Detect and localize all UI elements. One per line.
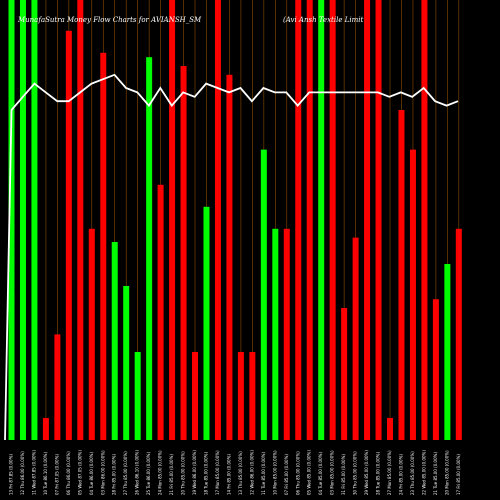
bar: [180, 66, 187, 440]
bar: [421, 0, 428, 440]
bar: [387, 418, 394, 440]
x-tick-label: 22 Wed 85.00 (0.00%): [421, 450, 426, 495]
x-tick-label: 26 Wed 86.10 (0.00%): [135, 450, 140, 495]
x-tick-label: 07 Fri 87.05 (0.00%): [54, 454, 59, 495]
x-tick-label: 24 Mon 85.00 (0.00%): [158, 450, 163, 495]
x-tick-label: 10 Tue 86.10 (0.00%): [43, 452, 48, 495]
x-tick-label: 04 Tue 85.00 (0.00%): [318, 452, 323, 495]
x-tick-label: 21 Fri 85.00 (0.00%): [169, 454, 174, 495]
bar: [444, 264, 451, 440]
bar: [203, 206, 210, 440]
x-tick-label: 28 Tue 85.00 (0.00%): [376, 452, 381, 495]
bar: [306, 0, 313, 440]
x-tick-label: 30 Thu 85.00 (0.00%): [353, 451, 358, 495]
bar: [329, 0, 336, 440]
line-series: [4, 73, 459, 441]
bar: [260, 149, 267, 440]
x-tick-label: 20 Mon 85.00 (0.00%): [444, 450, 449, 495]
chart-subtitle: (Avi Ansh Textile Limit: [283, 16, 363, 24]
bar: [226, 74, 233, 441]
chart-title: MunafaSutra Money Flow Charts for AVIANS…: [17, 16, 202, 24]
bar: [77, 0, 84, 440]
x-tick-label: 03 Mon 86.00 (0.00%): [100, 450, 105, 495]
bar: [249, 352, 256, 440]
bar: [214, 0, 221, 440]
x-tick-label: 07 Fri 85.00 (0.00%): [284, 454, 289, 495]
x-tick-label: 31 Fri 85.00 (0.00%): [341, 454, 346, 495]
x-tick-label: 21 Tue 85.00 (0.00%): [433, 452, 438, 495]
x-tick-label: 11 Wed 87.85 (0.00%): [31, 450, 36, 495]
x-tick-label: 10 Mon 85.00 (0.00%): [272, 450, 277, 495]
x-tick-label: 17 Fri 85.00 (0.00%): [456, 454, 461, 495]
bar: [375, 0, 382, 440]
bar: [318, 0, 325, 440]
x-tick-label: 25 Tue 86.00 (0.00%): [146, 452, 151, 495]
x-tick-label: 23 Thu 85.00 (0.00%): [410, 451, 415, 495]
x-tick-label: 04 Tue 86.00 (0.00%): [89, 452, 94, 495]
bar: [295, 0, 302, 440]
bar: [398, 110, 405, 440]
x-tick-label: 05 Wed 87.05 (0.00%): [77, 450, 82, 495]
bar: [192, 352, 199, 440]
x-tick-label: 28 Fri 85.00 (0.00%): [112, 454, 117, 495]
bar: [237, 352, 244, 440]
x-tick-label: 27 Mon 85.00 (0.00%): [387, 450, 392, 495]
bar: [432, 299, 439, 440]
bar: [134, 352, 141, 440]
x-tick-label: 19 Wed 86.00 (0.00%): [192, 450, 197, 495]
x-tick-label: 13 Thu 85.00 (0.00%): [238, 451, 243, 495]
x-tick-labels: 13 Fri 87.85 (0.00%) 12 Thu 86.00 (0.00%)…: [9, 450, 461, 495]
x-tick-label: 24 Fri 85.00 (0.00%): [398, 454, 403, 495]
bar: [146, 57, 153, 440]
bar: [409, 149, 416, 440]
x-tick-label: 14 Fri 85.00 (0.00%): [226, 454, 231, 495]
x-tick-label: 29 Wed 85.00 (0.00%): [364, 450, 369, 495]
x-tick-label: 12 Wed 86.00 (0.00%): [249, 450, 254, 495]
bar: [31, 0, 38, 440]
x-tick-label: 18 Tue 85.00 (0.00%): [203, 452, 208, 495]
bar: [157, 184, 164, 440]
x-tick-label: 20 Thu 85.00 (0.00%): [181, 451, 186, 495]
bar: [100, 52, 107, 441]
bar: [283, 228, 290, 440]
bar: [455, 228, 462, 440]
bar: [341, 308, 348, 440]
x-tick-label: 06 Thu 86.00 (0.00%): [66, 451, 71, 495]
bar: [54, 334, 61, 440]
x-tick-label: 27 Thu 85.00 (0.00%): [123, 451, 128, 495]
bar: [123, 286, 130, 440]
bar: [272, 228, 279, 440]
x-tick-label: 12 Thu 86.00 (0.00%): [20, 451, 25, 495]
bar: [19, 0, 26, 440]
bar: [169, 0, 176, 440]
bar: [111, 242, 118, 440]
x-tick-label: 06 Thu 85.00 (0.00%): [295, 451, 300, 495]
bar: [8, 0, 15, 440]
x-tick-label: 17 Mon 85.00 (0.00%): [215, 450, 220, 495]
x-tick-label: 11 Tue 85.00 (0.00%): [261, 452, 266, 495]
x-tick-label: 13 Fri 87.85 (0.00%): [9, 454, 14, 495]
money-flow-line: [4, 73, 459, 441]
bar: [42, 418, 49, 440]
x-tick-label: 05 Wed 85.00 (0.00%): [307, 450, 312, 495]
bar: [364, 0, 371, 440]
bar: [88, 228, 95, 440]
bar-series: [8, 0, 462, 441]
x-tick-label: 03 Mon 85.00 (0.00%): [330, 450, 335, 495]
bar: [65, 30, 72, 441]
bar: [352, 237, 359, 440]
